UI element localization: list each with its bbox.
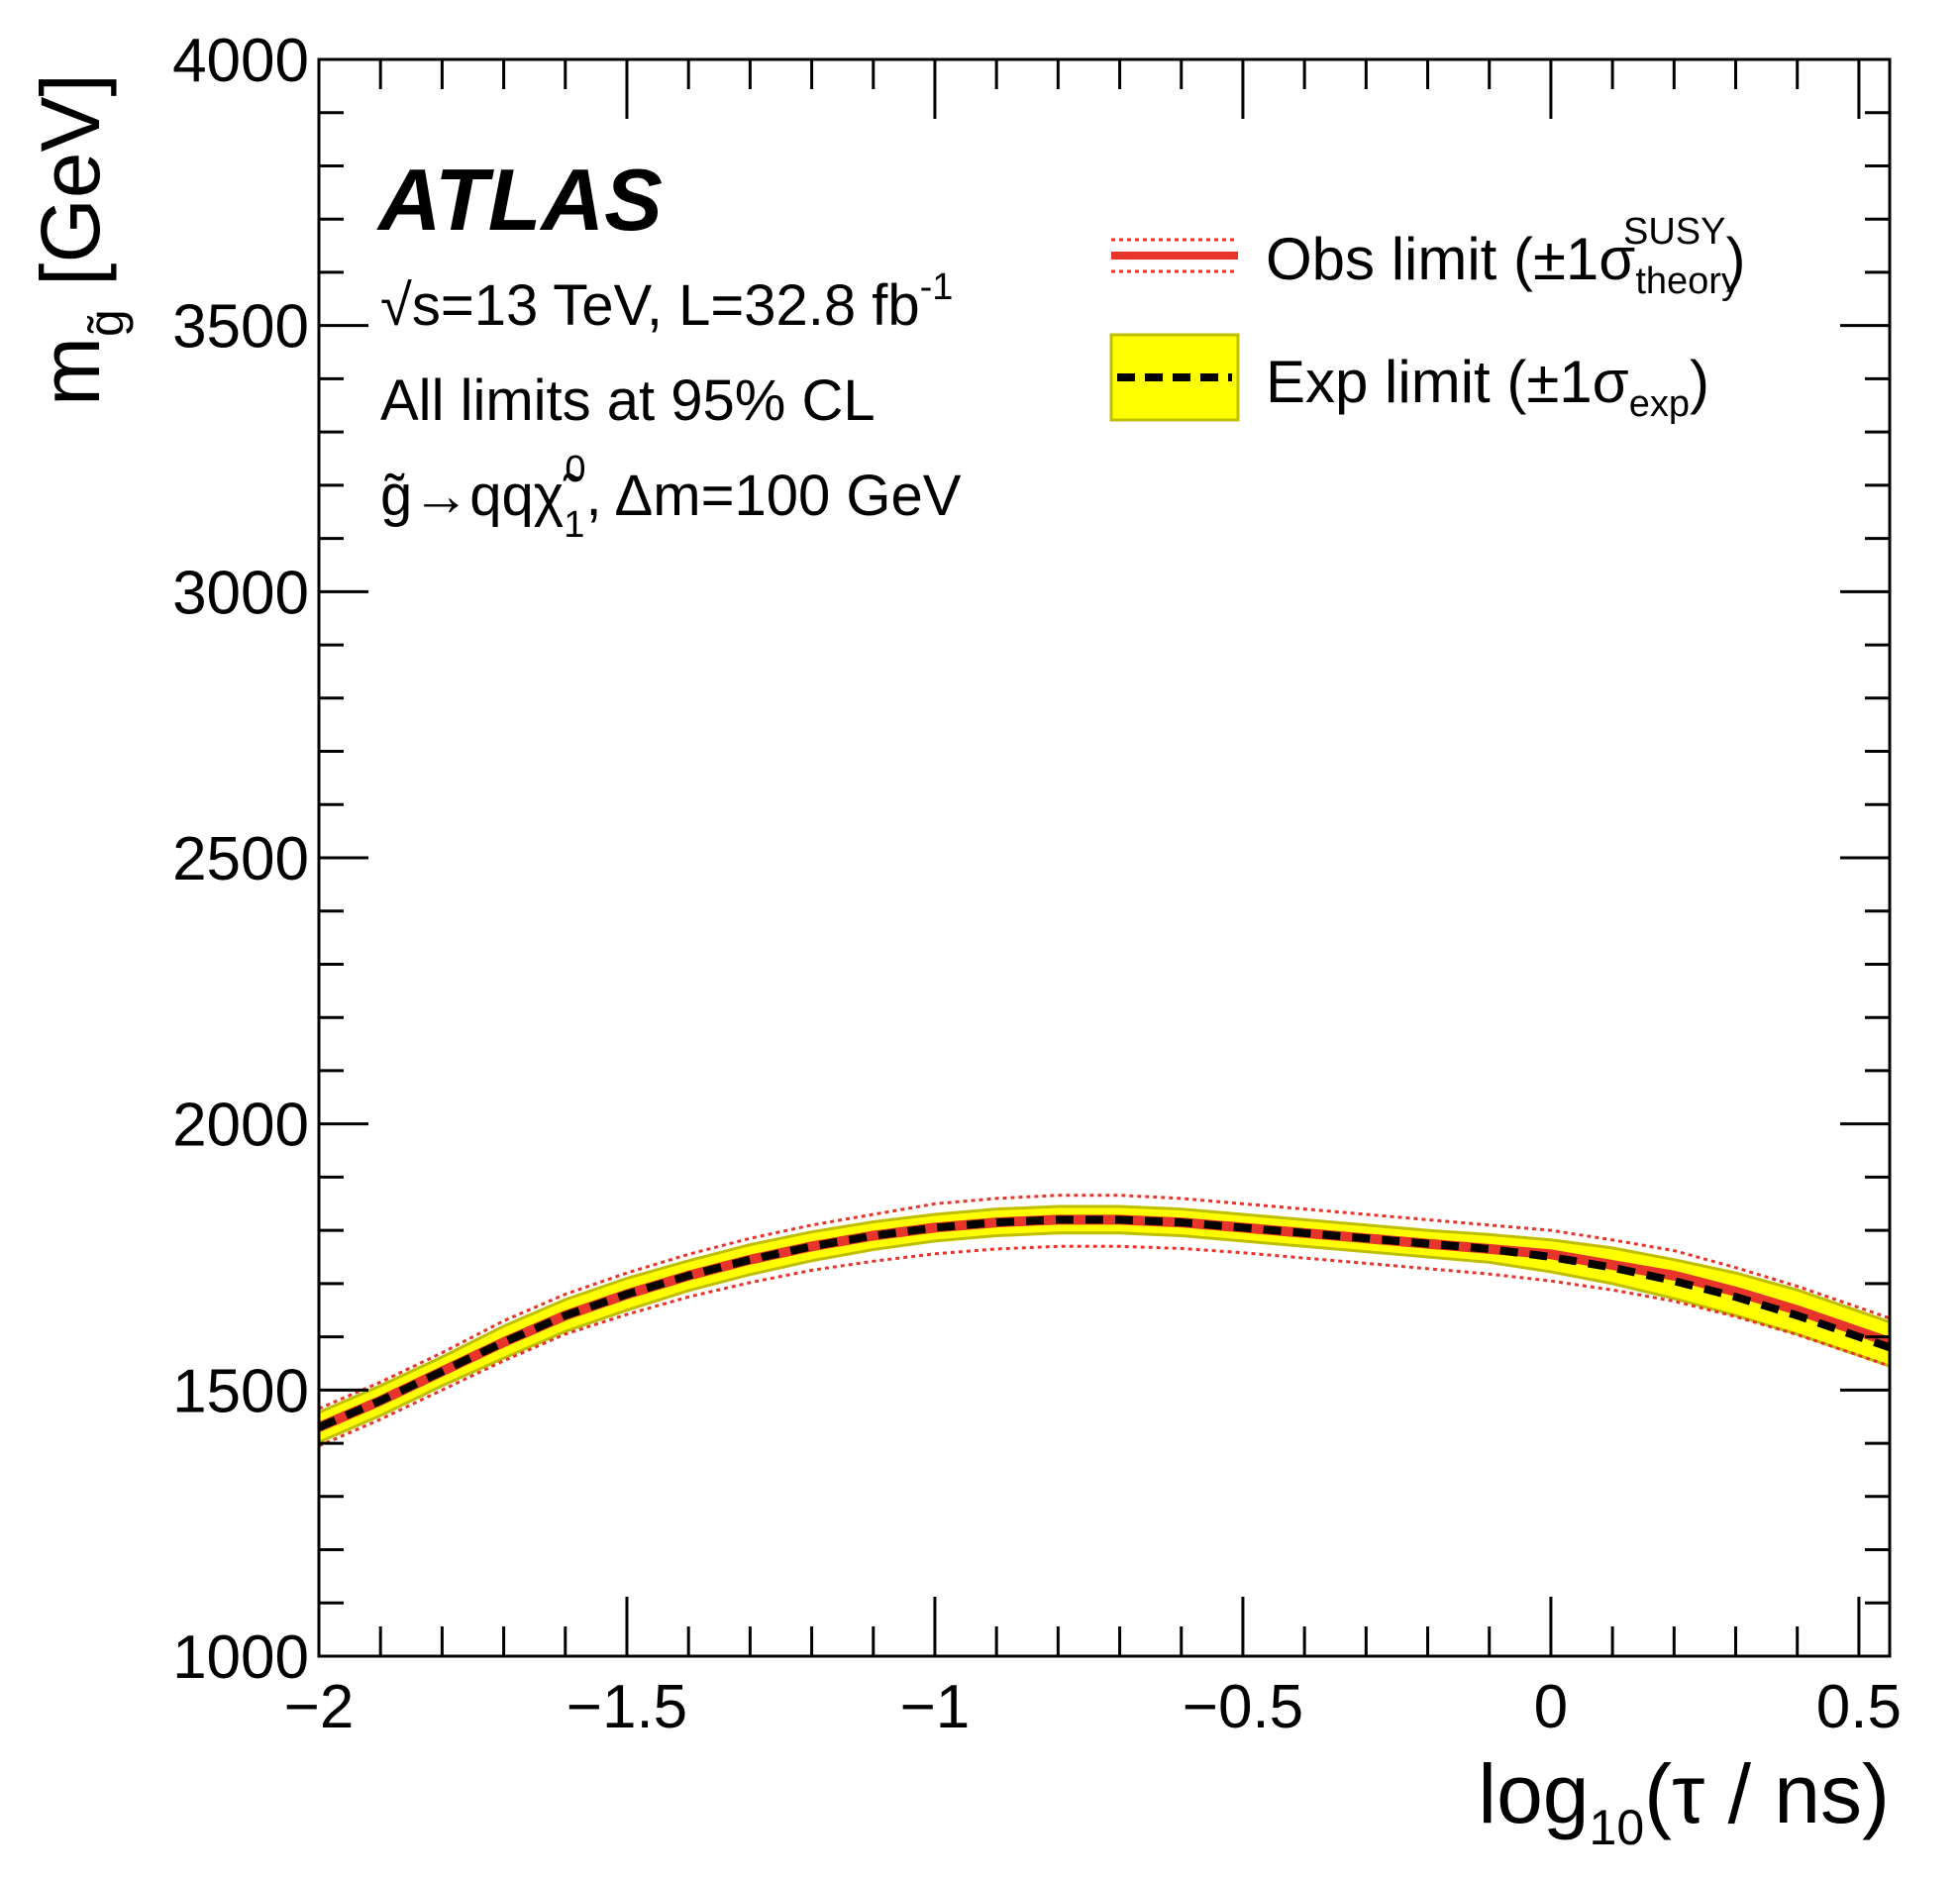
x-tick-label: −1.5 [567,1673,687,1741]
y-tick-label: 1500 [172,1357,309,1425]
y-tick-label: 2000 [172,1092,309,1160]
legend-exp-swatch [1109,333,1240,422]
x-tick-labels: −2 −1.5 −1 −0.5 0 0.5 [284,1673,1902,1741]
y-tick-label: 3000 [172,559,309,627]
decay-label: g̃→qqχ̃10, Δm=100 GeV [380,449,962,546]
x-tick-label: −1 [900,1673,971,1741]
energy-lumi-label: √s=13 TeV, L=32.8 fb-1 [380,266,953,338]
exp-band-lower-edge [318,1231,1891,1444]
y-axis-title: mg̃ [GeV] [24,73,134,406]
axis-ticks [317,57,1890,1658]
y-tick-label: 1000 [172,1623,309,1692]
x-tick-label: −0.5 [1183,1673,1303,1741]
obs-theory-up-line [318,1194,1891,1411]
legend-obs-swatch [1111,238,1238,273]
x-tick-label: 0 [1534,1673,1568,1741]
atlas-label: ATLAS [376,151,663,249]
x-tick-label: −2 [284,1673,355,1741]
legend-obs-label: Obs limit (±1σtheorySUSY) [1266,211,1745,302]
obs-theory-down-line [318,1244,1891,1448]
exp-band-upper-edge [318,1204,1891,1414]
y-tick-label: 4000 [172,27,309,95]
y-tick-label: 3500 [172,293,309,362]
exp-limit-line [317,1215,1892,1431]
legend: Obs limit (±1σtheorySUSY) Exp limit (±1σ… [1109,211,1745,425]
y-tick-labels: 1000 1500 2000 2500 3000 3500 4000 [172,27,309,1692]
cl-label: All limits at 95% CL [380,368,876,433]
legend-exp-label: Exp limit (±1σexp) [1266,349,1709,425]
x-tick-label: 0.5 [1816,1673,1902,1741]
y-tick-label: 2500 [172,825,309,893]
limit-lines [317,1194,1892,1448]
x-axis-title: log10(τ / ns) [1478,1747,1890,1855]
